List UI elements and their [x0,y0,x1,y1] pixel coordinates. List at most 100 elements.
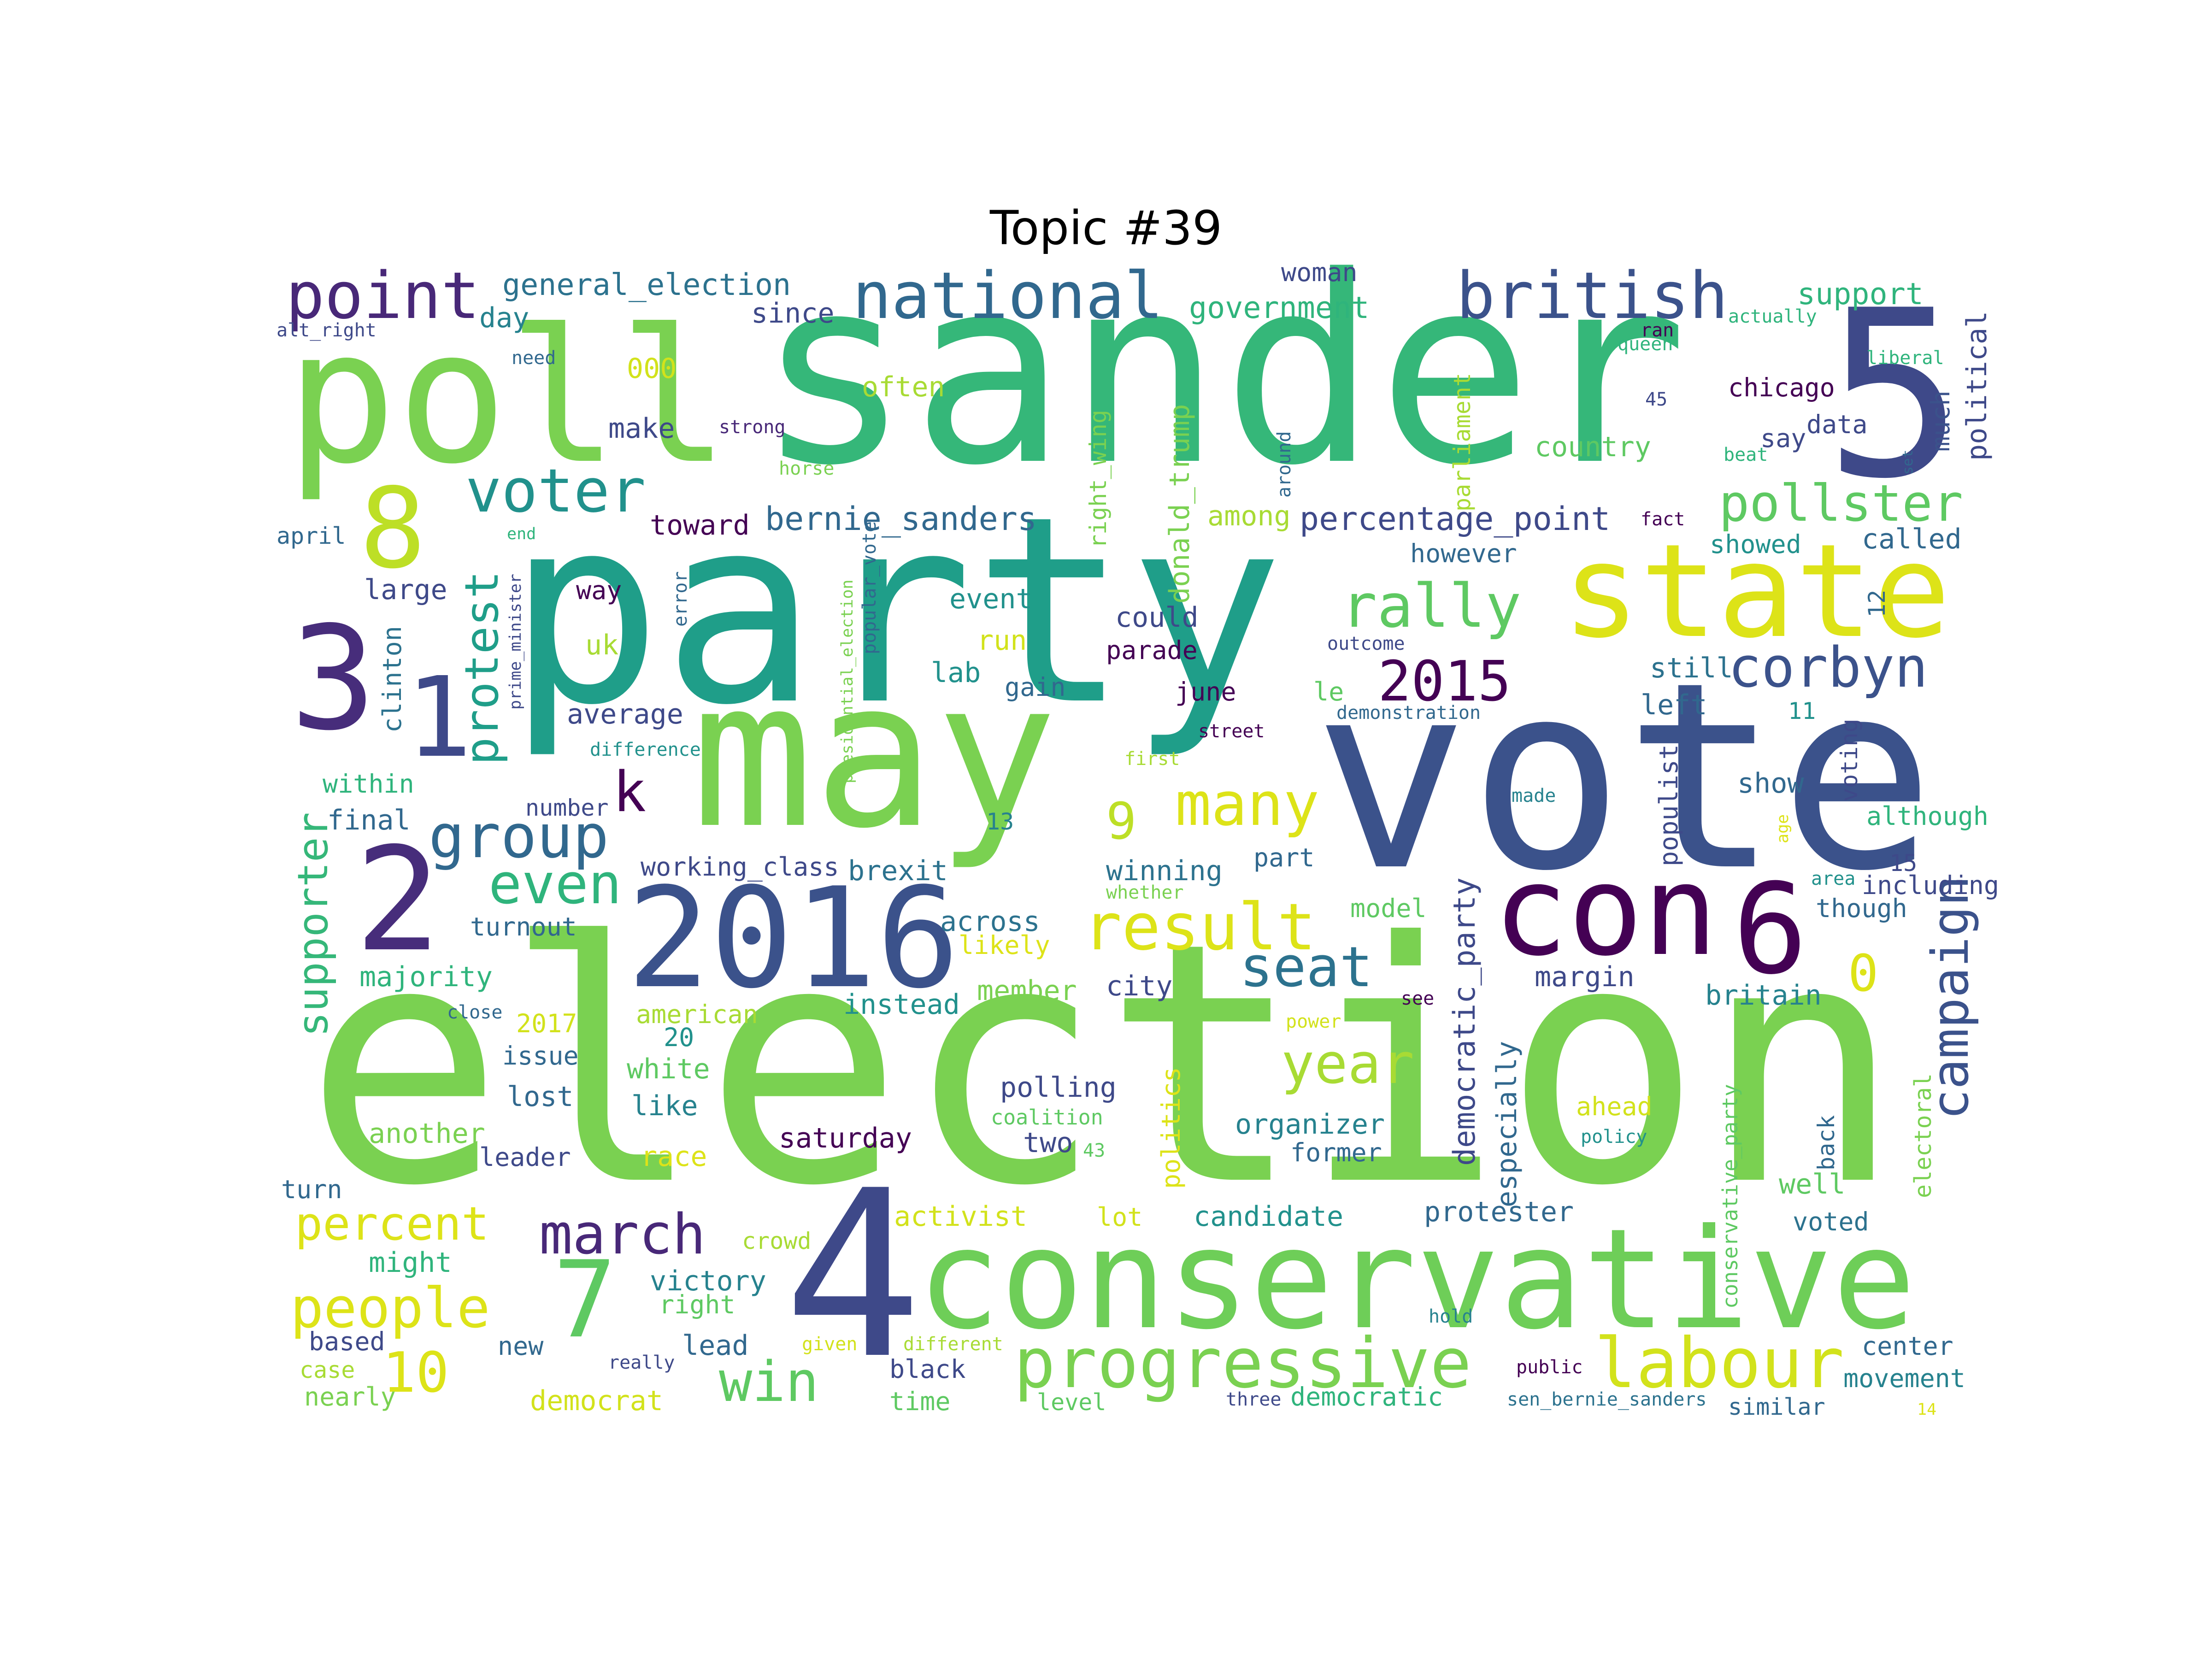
cloud-word-win: win [719,1350,819,1414]
cloud-word-parliament: parliament [1449,373,1476,512]
cloud-word-con: con [1493,838,1718,983]
cloud-word-back: back [1813,1115,1840,1171]
cloud-word-lost: lost [507,1081,574,1113]
cloud-word-really: really [608,1352,675,1373]
cloud-word-event: event [949,583,1033,615]
cloud-word-leader: leader [479,1142,571,1172]
cloud-word-rally: rally [1341,571,1521,641]
cloud-word-group: group [429,801,609,871]
cloud-word-brexit: brexit [848,855,948,887]
cloud-word-9: 9 [1106,792,1136,851]
cloud-word-lead: lead [682,1330,749,1362]
cloud-word-people: people [290,1277,490,1341]
cloud-word-campaign: campaign [1921,876,1980,1120]
cloud-word-voted: voted [1793,1207,1869,1236]
cloud-word-made: made [1512,785,1556,806]
cloud-word-parade: parade [1106,635,1198,665]
cloud-word-6: 6 [1733,857,1808,1002]
cloud-word-0: 0 [1848,944,1878,1003]
cloud-word-end: end [507,525,536,543]
cloud-word-power: power [1286,1011,1341,1032]
cloud-word-however: however [1410,539,1517,568]
cloud-word-new: new [498,1331,544,1361]
cloud-word-much: much [1926,391,1955,452]
cloud-word-often: often [862,371,945,403]
cloud-word-winning: winning [1106,855,1223,887]
cloud-word-city: city [1106,970,1173,1002]
cloud-word-especially: especially [1491,1041,1523,1207]
cloud-word-seat: seat [1240,935,1373,1000]
cloud-word-progressive: progressive [1014,1324,1471,1404]
cloud-word-movement: movement [1843,1364,1965,1393]
cloud-word-given: given [802,1334,857,1355]
cloud-word-crowd: crowd [742,1228,812,1254]
cloud-word-11: 11 [1788,698,1816,724]
cloud-word-clinton: clinton [377,626,407,733]
cloud-word-2: 2 [355,817,441,983]
cloud-word-le: le [1313,677,1344,706]
cloud-word-populist: populist [1654,744,1683,866]
cloud-word-20: 20 [664,1023,694,1052]
cloud-word-may: may [691,637,1058,873]
cloud-word-political: political [1961,311,1993,461]
cloud-word-7: 7 [553,1239,617,1362]
cloud-word-way: way [576,576,622,605]
cloud-word-k: k [613,760,646,824]
cloud-word-showed: showed [1710,529,1801,559]
cloud-word-say: say [1760,424,1806,453]
cloud-word-national: national [853,259,1163,334]
cloud-word-based: based [309,1327,385,1356]
cloud-word-percent: percent [295,1197,489,1251]
cloud-word-white: white [627,1053,710,1085]
cloud-word-support: support [1797,277,1924,312]
cloud-word-april: april [276,523,346,549]
cloud-word-could: could [1115,601,1199,634]
cloud-word-toward: toward [650,509,750,541]
cloud-word-conservative-party: conservative_party [1718,1084,1742,1309]
cloud-word-victory: victory [650,1265,766,1297]
cloud-word-election: election [304,872,1902,1258]
cloud-word-across: across [940,906,1040,938]
cloud-word-sen-bernie-sanders: sen_bernie_sanders [1507,1389,1706,1410]
cloud-word-including: including [1862,871,1999,900]
cloud-word-ahead: ahead [1576,1092,1653,1121]
cloud-word-democratic: democratic [1290,1382,1443,1412]
cloud-word-model: model [1350,894,1427,923]
cloud-word-well: well [1779,1168,1846,1200]
cloud-word-state: state [1562,517,1951,667]
cloud-word-large: large [364,574,447,606]
cloud-word-former: former [1290,1138,1382,1167]
cloud-word-need: need [512,347,556,369]
cloud-word-chicago: chicago [1728,373,1835,402]
cloud-word-black: black [889,1354,966,1384]
cloud-word-supporter: supporter [289,812,337,1037]
cloud-word-politics: politics [1156,1067,1186,1189]
cloud-word-candidate: candidate [1194,1200,1343,1233]
cloud-word-fact: fact [1641,509,1685,530]
cloud-word-working-class: working_class [641,852,839,882]
cloud-word-might: might [369,1247,452,1279]
cloud-word-britain: britain [1705,979,1822,1012]
cloud-word-age: age [1774,814,1792,843]
cloud-word-day: day [479,302,529,334]
cloud-word-alt-right: alt_right [276,320,377,341]
cloud-word-13: 13 [986,808,1014,835]
cloud-word-corbyn: corbyn [1728,636,1928,700]
cloud-word-outcome: outcome [1327,633,1405,654]
cloud-word-show: show [1737,767,1804,800]
cloud-word-liberal: liberal [1866,347,1944,369]
cloud-word-conservative: conservative [917,1199,1916,1360]
cloud-word-data: data [1806,410,1867,439]
cloud-word-turn: turn [281,1175,342,1204]
cloud-word-lot: lot [1097,1202,1142,1232]
cloud-word-run: run [977,624,1027,657]
cloud-word-majority: majority [359,961,493,993]
cloud-word-since: since [751,297,835,329]
cloud-word-race: race [641,1141,707,1173]
cloud-word-margin: margin [1535,961,1635,993]
cloud-word-member: member [977,975,1077,1007]
cloud-word-3: 3 [290,596,377,762]
cloud-word-protest: protest [455,571,509,765]
cloud-word-poll: poll [286,290,729,505]
